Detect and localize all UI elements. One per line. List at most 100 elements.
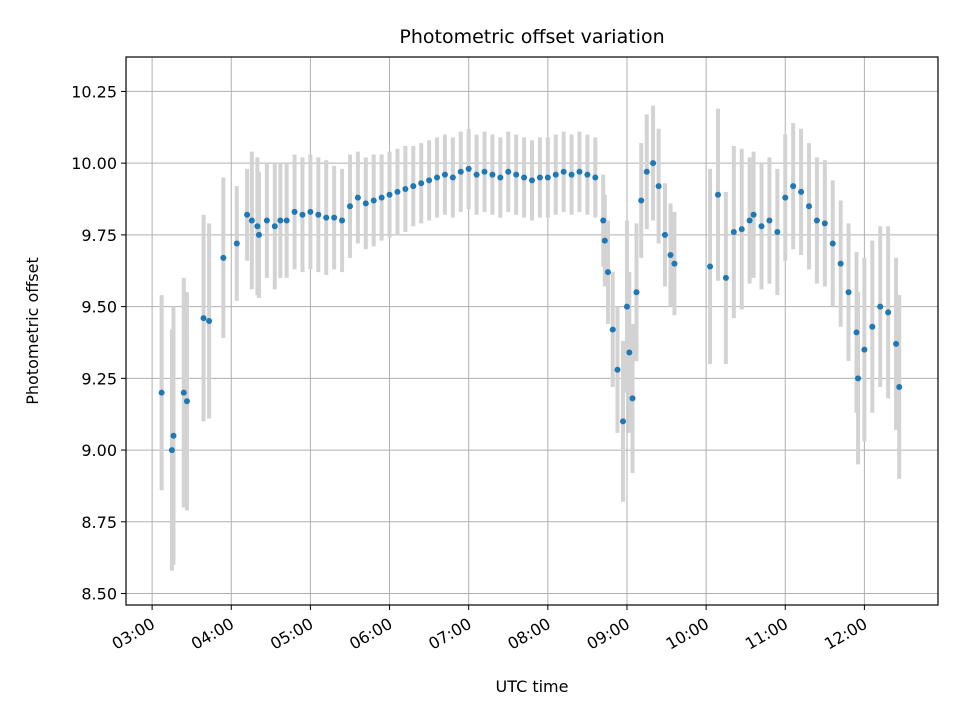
data-point xyxy=(489,171,496,178)
y-tick-label: 9.00 xyxy=(81,441,117,460)
data-point xyxy=(714,191,721,198)
data-point xyxy=(158,389,165,396)
data-point xyxy=(758,223,765,230)
data-point xyxy=(766,217,773,224)
data-point xyxy=(750,211,757,218)
data-point xyxy=(604,269,611,276)
data-point xyxy=(671,260,678,267)
data-point xyxy=(315,211,322,218)
data-point xyxy=(434,174,441,181)
data-point xyxy=(620,418,627,425)
data-point xyxy=(183,398,190,405)
data-point xyxy=(323,214,330,221)
data-point xyxy=(529,177,535,184)
y-tick-label: 9.50 xyxy=(81,298,117,317)
data-point xyxy=(307,208,314,215)
data-point xyxy=(568,171,575,178)
y-tick-label: 8.75 xyxy=(81,513,117,532)
data-point xyxy=(738,226,745,233)
data-point xyxy=(200,315,207,322)
data-point xyxy=(473,171,480,178)
data-point xyxy=(362,200,369,207)
data-point xyxy=(244,211,251,218)
data-point xyxy=(552,171,559,178)
data-point xyxy=(614,366,621,373)
y-axis-label: Photometric offset xyxy=(23,257,42,405)
data-point xyxy=(592,174,599,181)
data-point xyxy=(465,165,472,172)
data-point xyxy=(707,263,714,270)
data-point xyxy=(855,375,862,382)
data-point xyxy=(661,231,668,238)
data-point xyxy=(829,240,836,247)
data-point xyxy=(885,309,892,316)
y-tick-label: 10.25 xyxy=(71,82,117,101)
chart-title: Photometric offset variation xyxy=(399,26,664,48)
data-point xyxy=(497,174,504,181)
data-point xyxy=(441,171,448,178)
data-point xyxy=(774,229,781,236)
data-point xyxy=(291,208,298,215)
data-point xyxy=(544,174,551,181)
data-point xyxy=(457,168,464,175)
data-point xyxy=(633,289,640,296)
data-point xyxy=(869,323,876,330)
data-point xyxy=(299,211,306,218)
data-point xyxy=(667,251,674,258)
data-point xyxy=(601,237,608,244)
data-point xyxy=(576,168,583,175)
data-point xyxy=(283,217,290,224)
data-point xyxy=(220,254,227,261)
data-point xyxy=(521,174,528,181)
y-tick-label: 9.75 xyxy=(81,226,117,245)
data-point xyxy=(394,188,401,195)
data-point xyxy=(370,197,377,204)
data-point xyxy=(248,217,255,224)
data-point xyxy=(254,223,261,230)
y-tick-label: 9.25 xyxy=(81,369,117,388)
data-point xyxy=(845,289,852,296)
data-point xyxy=(813,217,820,224)
data-point xyxy=(626,349,633,356)
data-point xyxy=(837,260,844,267)
data-point xyxy=(263,217,270,224)
data-point xyxy=(853,329,860,336)
data-point xyxy=(331,214,338,221)
data-point xyxy=(790,183,797,190)
data-point xyxy=(536,174,543,181)
data-point xyxy=(782,194,789,201)
data-point xyxy=(643,168,650,175)
data-point xyxy=(277,217,284,224)
data-point xyxy=(346,203,353,210)
data-point xyxy=(893,340,900,347)
data-point xyxy=(877,303,884,310)
data-point xyxy=(730,229,737,236)
data-point xyxy=(805,203,812,210)
y-tick-label: 10.00 xyxy=(71,154,117,173)
data-point xyxy=(896,383,903,390)
data-point xyxy=(378,194,385,201)
data-point xyxy=(168,447,175,454)
data-point xyxy=(418,180,425,187)
data-point xyxy=(255,231,262,238)
data-point xyxy=(629,395,636,402)
plot-frame xyxy=(125,56,939,606)
data-point xyxy=(410,183,417,190)
data-point xyxy=(402,185,409,192)
data-point xyxy=(638,197,645,204)
data-point xyxy=(861,346,868,353)
data-point xyxy=(623,303,630,310)
data-point xyxy=(354,194,361,201)
data-point xyxy=(513,171,520,178)
data-point xyxy=(584,171,591,178)
y-axis: 8.50 8.75 9.00 9.25 9.50 9.75 10.00 10.25 xyxy=(71,82,126,604)
data-point xyxy=(655,183,662,190)
data-point xyxy=(746,217,753,224)
data-point xyxy=(170,432,177,439)
data-point xyxy=(449,174,456,181)
data-point xyxy=(609,326,616,333)
data-point xyxy=(206,317,213,324)
data-point xyxy=(481,168,488,175)
data-point xyxy=(798,188,805,195)
